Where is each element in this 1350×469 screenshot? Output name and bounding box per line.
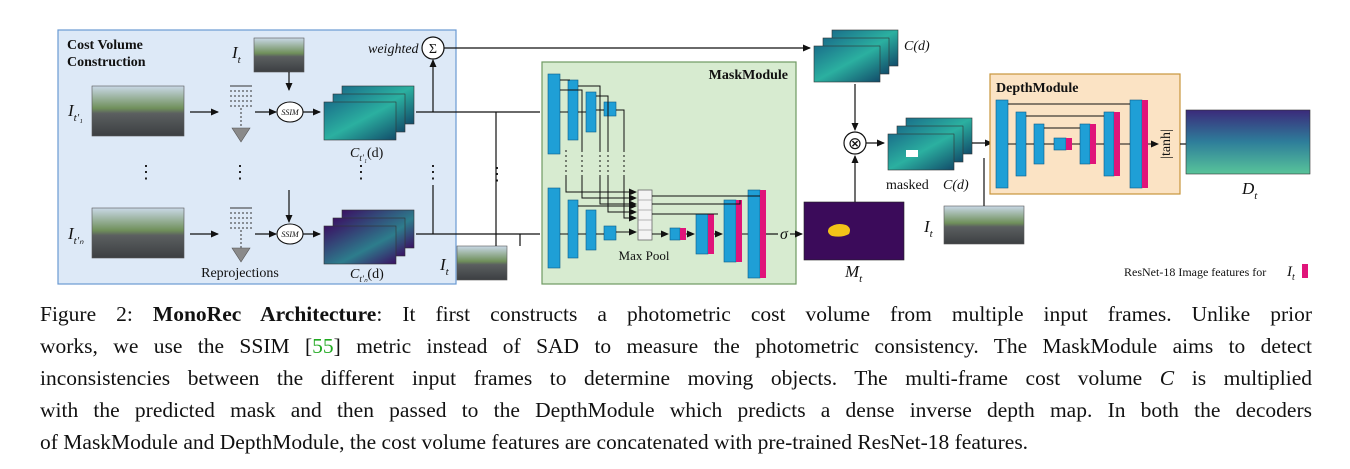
caption-figure-number: Figure 2: [40, 302, 133, 326]
frameN-label: It′ₙ [67, 224, 84, 247]
masked-cd-label: C(d) [943, 178, 969, 193]
cost-volume-1-label: Ct′₁(d) [350, 146, 384, 163]
tanh-label: |tanh| [1159, 129, 1174, 159]
frame1-image [91, 85, 185, 137]
frame1-label: It′₁ [67, 101, 83, 124]
reprojection-stack-n [230, 207, 252, 263]
mask-lower-encoder [547, 176, 637, 269]
architecture-diagram: Cost Volume Construction It weighted Σ I… [57, 29, 1311, 285]
ssim-label-n: SSIM [281, 230, 300, 239]
caption-line5: of MaskModule and DepthModule, the cost … [40, 430, 1029, 454]
mask-decoder [652, 189, 766, 279]
sigma-label: σ [780, 226, 789, 243]
frameN-image [91, 207, 185, 259]
weighted-label: weighted [368, 42, 420, 57]
mask-blob [828, 224, 850, 237]
cost-volume-1 [323, 85, 415, 141]
caption-line1: : It first constructs a photometric cost… [376, 302, 1312, 326]
caption-variable: C [1159, 366, 1175, 390]
mask-input-label: It [439, 255, 450, 278]
dots-right: ⋮ [424, 162, 442, 182]
caption-line3-end: is multiplied [1191, 366, 1313, 390]
dots-warp: ⋮ [231, 162, 249, 182]
depth-module-title: DepthModule [996, 81, 1078, 96]
ssim-label-1: SSIM [281, 108, 300, 117]
depth-input-label: It [923, 217, 934, 240]
mask-module-title: MaskModule [709, 68, 788, 83]
depth-output-image [1185, 109, 1311, 175]
mask-output-label: Mt [844, 262, 863, 285]
caption-line2a: works, we use the SSIM [ [40, 334, 313, 358]
sum-symbol: Σ [429, 42, 437, 57]
caption-line3: inconsistencies between the different in… [40, 366, 1143, 390]
cost-volume-n [323, 209, 415, 265]
mask-input-image [456, 245, 508, 281]
cost-volume-title-line2: Construction [67, 55, 146, 70]
depth-input-image [943, 205, 1025, 245]
dots-volume: ⋮ [352, 162, 370, 182]
cost-volume-cd [813, 29, 899, 83]
mask-upper-encoder [547, 73, 625, 176]
caption-reference[interactable]: 55 [312, 334, 334, 358]
legend-resnet-swatch [1302, 264, 1308, 278]
reprojections-label: Reprojections [201, 266, 279, 281]
dots-mask-input: ⋮ [488, 164, 506, 184]
figure-caption: Figure 2: MonoRec Architecture: It first… [40, 298, 1312, 458]
cost-volume-n-label: Ct′ₙ(d) [350, 267, 384, 284]
top-frame-label: It [231, 43, 242, 66]
masked-label: masked [886, 178, 929, 193]
multiply-symbol: ⊗ [848, 134, 862, 153]
depth-network [995, 99, 1159, 189]
top-frame-image [253, 37, 305, 73]
caption-line4: with the predicted mask and then passed … [40, 398, 1312, 422]
reprojection-stack-1 [230, 85, 252, 143]
cost-volume-cd-label: C(d) [904, 39, 930, 54]
max-pool-block [637, 189, 653, 241]
max-pool-label: Max Pool [619, 248, 670, 263]
caption-line2b: ] metric instead of SAD to measure the p… [333, 334, 1312, 358]
cost-volume-title-line1: Cost Volume [67, 38, 143, 53]
dots-frames: ⋮ [137, 162, 155, 182]
depth-output-label: Dt [1241, 179, 1258, 202]
legend-symbol: It [1286, 264, 1295, 283]
legend-text: ResNet-18 Image features for [1124, 265, 1266, 279]
caption-title: MonoRec Architecture [152, 302, 377, 326]
mask-output-image [803, 201, 905, 261]
masked-cost-volume [887, 117, 973, 171]
